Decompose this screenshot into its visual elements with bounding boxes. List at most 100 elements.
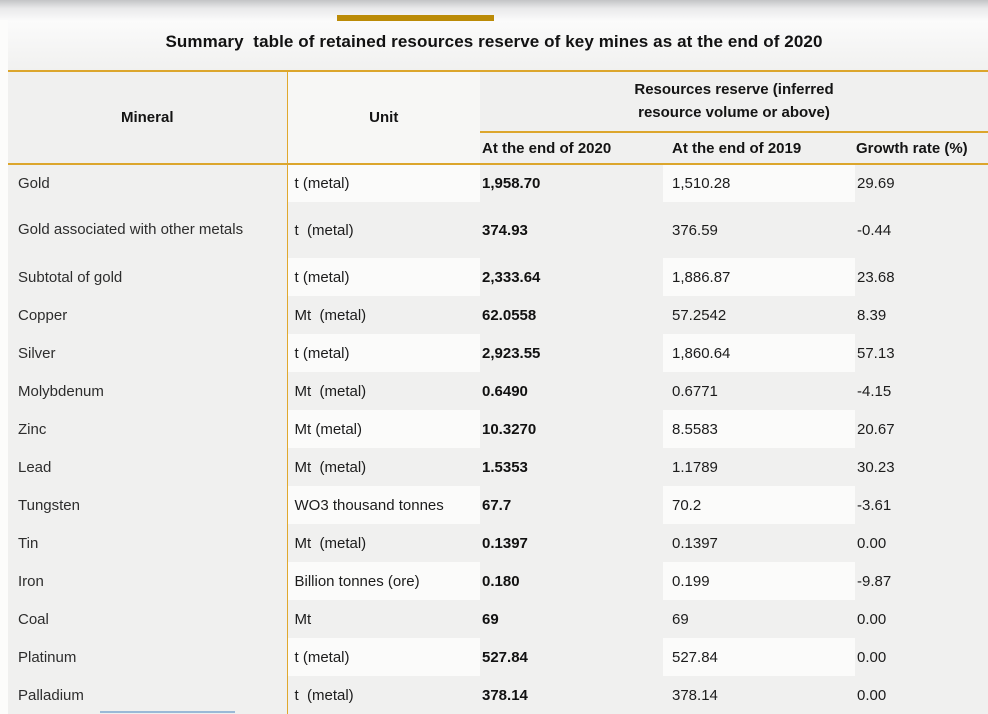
- unit-cell: t (metal): [294, 686, 354, 704]
- header-resources-reserve-label: Resources reserve (inferred resource vol…: [634, 81, 834, 121]
- mineral-cell: Lead: [8, 448, 288, 486]
- value-2020-cell: 527.84: [482, 648, 528, 666]
- value-2020-cell: 62.0558: [482, 306, 537, 324]
- value-2019-cell: 57.2542: [672, 306, 727, 324]
- table-row: Gold associated with other metals t (met…: [8, 202, 988, 258]
- mineral-name: Platinum: [18, 648, 77, 666]
- mineral-name: Gold associated with other metals: [18, 221, 244, 238]
- unit-cell: t (metal): [287, 164, 480, 202]
- value-2020-cell: 69: [482, 610, 499, 628]
- value-2019-cell: 376.59: [672, 221, 718, 239]
- header-end-2020: At the end of 2020: [482, 139, 612, 157]
- unit-cell: Mt (metal): [287, 410, 480, 448]
- mineral-name: Palladium: [18, 686, 84, 704]
- value-2019-cell: 0.6771: [672, 382, 718, 400]
- growth-rate-cell: -9.87: [857, 572, 892, 590]
- mineral-cell: Palladium: [8, 676, 288, 714]
- value-2020-cell: 1,958.70: [482, 175, 541, 192]
- mineral-name: Molybdenum: [18, 382, 104, 400]
- title-accent-bar: [337, 15, 494, 21]
- growth-rate-cell: 29.69: [857, 175, 895, 192]
- mineral-name: Gold: [18, 175, 50, 192]
- unit-cell: t (metal): [287, 258, 480, 296]
- value-2020-cell: 1.5353: [482, 458, 528, 476]
- growth-rate-cell: 0.00: [857, 686, 887, 704]
- mineral-cell: Gold: [8, 164, 288, 202]
- table-row: Silver t (metal) 2,923.55 1,860.64 57.13: [8, 334, 988, 372]
- mineral-cell: Platinum: [8, 638, 288, 676]
- growth-rate-cell: -4.15: [857, 382, 892, 400]
- table-row: Iron Billion tonnes (ore) 0.180 0.199 -9…: [8, 562, 988, 600]
- summary-table-container: Mineral Unit Resources reserve (inferred…: [8, 70, 988, 714]
- value-2020-cell: 0.1397: [482, 534, 528, 552]
- mineral-name: Tungsten: [18, 496, 80, 514]
- table-row: Lead Mt (metal) 1.5353 1.1789 30.23: [8, 448, 988, 486]
- value-2019-cell: 70.2: [663, 486, 855, 524]
- value-2020-cell: 10.3270: [482, 420, 537, 438]
- header-unit: Unit: [287, 71, 480, 164]
- value-2020-cell: 374.93: [482, 221, 528, 239]
- value-2019-cell: 1,860.64: [663, 334, 855, 372]
- unit-cell: t (metal): [287, 638, 480, 676]
- growth-rate-cell: 30.23: [857, 458, 895, 476]
- table-header: Mineral Unit Resources reserve (inferred…: [8, 71, 988, 164]
- mineral-cell: Copper: [8, 296, 288, 334]
- header-resources-reserve-group: Resources reserve (inferred resource vol…: [480, 71, 988, 133]
- table-row: Gold t (metal) 1,958.70 1,510.28 29.69: [8, 164, 988, 202]
- mineral-cell: Tungsten: [8, 486, 288, 524]
- table-body: Gold t (metal) 1,958.70 1,510.28 29.69 G…: [8, 164, 988, 714]
- value-2020-cell: 67.7: [482, 496, 512, 514]
- unit-cell: Mt: [294, 610, 312, 628]
- growth-rate-cell: 0.00: [857, 648, 887, 666]
- value-2020-cell: 2,333.64: [482, 268, 541, 286]
- unit-cell: Mt (metal): [294, 382, 367, 400]
- mineral-name: Silver: [18, 344, 56, 362]
- value-2019-cell: 69: [672, 610, 689, 628]
- value-2019-cell: 1,886.87: [663, 258, 855, 296]
- value-2020-cell: 0.6490: [482, 382, 528, 400]
- growth-rate-cell: -3.61: [857, 496, 892, 514]
- unit-cell: t (metal): [287, 334, 480, 372]
- growth-rate-cell: 20.67: [857, 420, 895, 438]
- value-2019-cell: 527.84: [663, 638, 855, 676]
- title-band: Summary table of retained resources rese…: [0, 0, 988, 70]
- bottom-partial-blue-line: [100, 711, 235, 713]
- table-row: Palladium t (metal) 378.14 378.14 0.00: [8, 676, 988, 714]
- growth-rate-cell: -0.44: [857, 221, 892, 239]
- unit-cell: t (metal): [294, 221, 354, 239]
- mineral-name: Copper: [18, 306, 68, 324]
- growth-rate-cell: 57.13: [857, 344, 895, 362]
- value-2019-cell: 1,510.28: [663, 164, 855, 202]
- unit-cell: WO3 thousand tonnes: [287, 486, 480, 524]
- mineral-cell: Gold associated with other metals: [8, 202, 288, 258]
- growth-rate-cell: 0.00: [857, 534, 887, 552]
- mineral-cell: Coal: [8, 600, 288, 638]
- value-2019-cell: 8.5583: [663, 410, 855, 448]
- mineral-name: Coal: [18, 610, 49, 628]
- unit-cell: Mt (metal): [294, 306, 367, 324]
- mineral-name: Tin: [18, 534, 39, 552]
- value-2019-cell: 0.1397: [672, 534, 718, 552]
- mineral-cell: Iron: [8, 562, 288, 600]
- mineral-cell: Subtotal of gold: [8, 258, 288, 296]
- mineral-cell: Zinc: [8, 410, 288, 448]
- unit-cell: Mt (metal): [294, 534, 367, 552]
- unit-cell: Mt (metal): [294, 458, 367, 476]
- table-row: Copper Mt (metal) 62.0558 57.2542 8.39: [8, 296, 988, 334]
- mineral-cell: Tin: [8, 524, 288, 562]
- mineral-cell: Silver: [8, 334, 288, 372]
- growth-rate-cell: 0.00: [857, 610, 887, 628]
- mineral-name: Subtotal of gold: [18, 268, 123, 286]
- header-growth-rate: Growth rate (%): [856, 139, 968, 157]
- value-2019-cell: 378.14: [672, 686, 718, 704]
- page-title: Summary table of retained resources rese…: [165, 32, 823, 51]
- header-mineral: Mineral: [8, 71, 288, 164]
- unit-cell: Billion tonnes (ore): [287, 562, 480, 600]
- header-end-2019: At the end of 2019: [672, 139, 802, 157]
- table-row: Zinc Mt (metal) 10.3270 8.5583 20.67: [8, 410, 988, 448]
- growth-rate-cell: 8.39: [857, 306, 887, 324]
- mineral-name: Zinc: [18, 420, 47, 438]
- value-2020-cell: 2,923.55: [482, 344, 541, 362]
- value-2019-cell: 0.199: [663, 562, 855, 600]
- table-row: Coal Mt 69 69 0.00: [8, 600, 988, 638]
